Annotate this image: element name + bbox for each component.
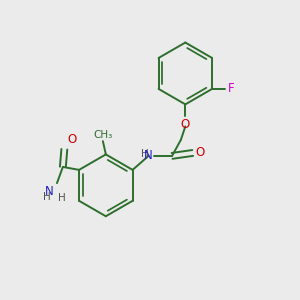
Text: N: N: [144, 149, 153, 162]
Text: N: N: [45, 184, 54, 198]
Text: H: H: [43, 192, 50, 202]
Text: O: O: [181, 118, 190, 131]
Text: O: O: [196, 146, 205, 159]
Text: F: F: [228, 82, 235, 95]
Text: CH₃: CH₃: [93, 130, 112, 140]
Text: H: H: [58, 194, 65, 203]
Text: H: H: [141, 149, 148, 159]
Text: O: O: [67, 133, 76, 146]
